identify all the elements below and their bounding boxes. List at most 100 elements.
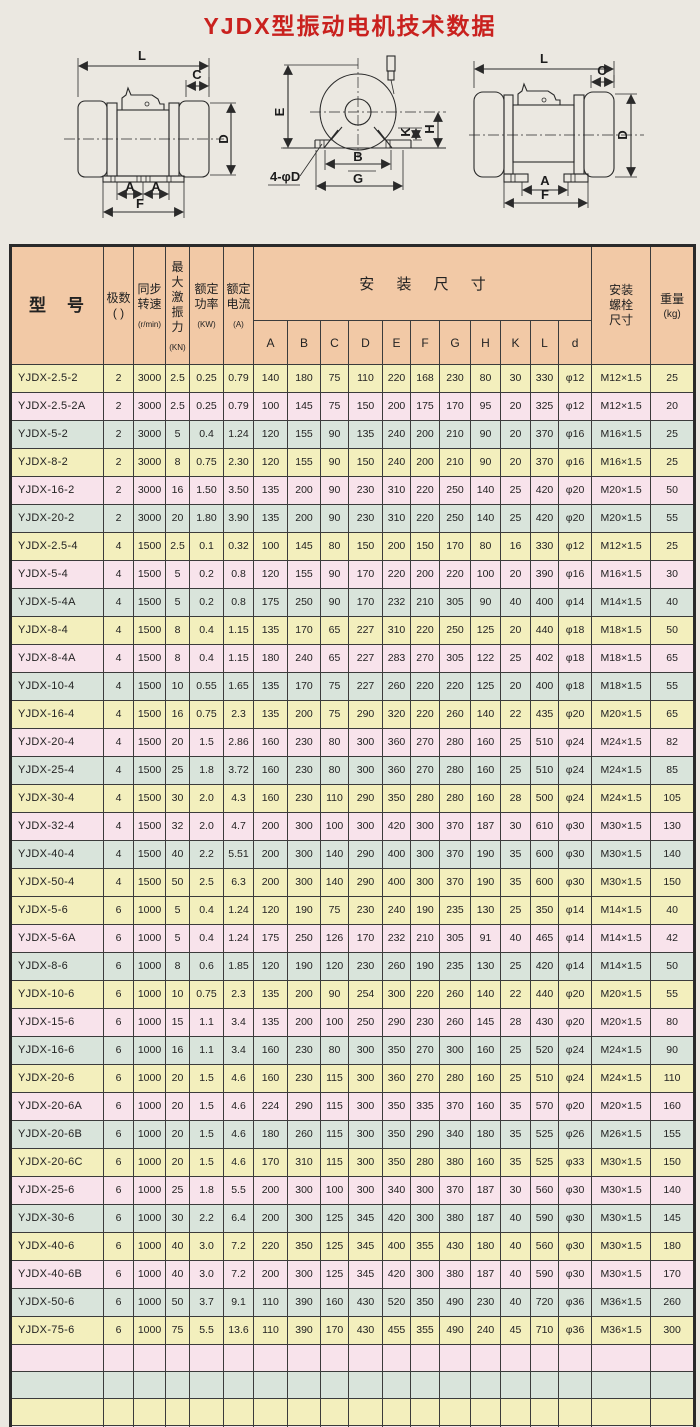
- table-row: YJDX-40-4 4 1500 40 2.2 5.51 200 300 140 290 400 30…: [10, 840, 696, 869]
- data-cell: 2.5: [165, 392, 190, 421]
- data-cell: 135: [253, 616, 288, 645]
- empty-cell: [439, 1398, 471, 1426]
- data-cell: 6: [103, 980, 134, 1009]
- data-cell: 300: [287, 840, 321, 869]
- data-cell: 8: [165, 448, 190, 477]
- data-cell: 402: [530, 644, 559, 673]
- data-cell: 300: [348, 728, 383, 757]
- data-cell: 190: [470, 868, 501, 897]
- data-cell: 260: [439, 1008, 471, 1037]
- data-cell: 1.5: [189, 1064, 224, 1093]
- table-row: YJDX-30-6 6 1000 30 2.2 6.4 200 300 125 345 420 300…: [10, 1204, 696, 1233]
- data-cell: 2.3: [223, 980, 254, 1009]
- data-cell: 20: [165, 1092, 190, 1121]
- data-cell: 65: [650, 700, 696, 729]
- data-cell: 390: [530, 560, 559, 589]
- empty-cell: [650, 1425, 696, 1427]
- data-cell: 75: [320, 392, 349, 421]
- empty-cell: [470, 1371, 501, 1399]
- data-cell: 25: [500, 1036, 531, 1065]
- data-cell: 130: [650, 812, 696, 841]
- data-cell: 4.6: [223, 1092, 254, 1121]
- empty-cell: [382, 1398, 411, 1426]
- data-cell: M30×1.5: [591, 1148, 652, 1177]
- data-cell: 140: [470, 980, 501, 1009]
- data-cell: 30: [500, 812, 531, 841]
- data-cell: 40: [500, 1232, 531, 1261]
- data-cell: 4: [103, 672, 134, 701]
- data-cell: φ30: [557, 812, 593, 841]
- data-cell: 1500: [133, 672, 166, 701]
- dim-label-L: L: [540, 51, 548, 66]
- dim-label-K: K: [398, 127, 413, 137]
- data-cell: 280: [410, 1148, 440, 1177]
- empty-cell: [223, 1344, 254, 1372]
- data-cell: 200: [382, 532, 411, 561]
- data-cell: 1.24: [223, 896, 254, 925]
- data-cell: 0.4: [189, 924, 224, 953]
- data-cell: 230: [470, 1288, 501, 1317]
- data-cell: 0.25: [189, 364, 224, 393]
- data-cell: 1500: [133, 616, 166, 645]
- data-cell: 6: [103, 1092, 134, 1121]
- header-force: 最大 激振 力 (KN): [165, 245, 190, 365]
- model-cell: YJDX-2.5-4: [10, 532, 104, 561]
- empty-cell: [348, 1371, 383, 1399]
- data-cell: 135: [253, 700, 288, 729]
- data-cell: 290: [348, 840, 383, 869]
- data-cell: M30×1.5: [591, 840, 652, 869]
- data-cell: 145: [287, 392, 321, 421]
- header-mount-col-H: H: [470, 320, 501, 365]
- table-row: YJDX-16-6 6 1000 16 1.1 3.4 160 230 80 300 350 270 3…: [10, 1036, 696, 1065]
- data-cell: 135: [253, 504, 288, 533]
- data-cell: 15: [165, 1008, 190, 1037]
- data-cell: 200: [287, 1008, 321, 1037]
- header-speed-unit: (r/min): [137, 320, 162, 329]
- data-cell: φ30: [557, 1204, 593, 1233]
- data-cell: 190: [287, 952, 321, 981]
- data-cell: 0.8: [223, 588, 254, 617]
- header-mount-col-K: K: [500, 320, 531, 365]
- table-row: YJDX-20-6 6 1000 20 1.5 4.6 160 230 115 300 360 270…: [10, 1064, 696, 1093]
- empty-cell: [133, 1371, 166, 1399]
- model-cell: YJDX-2.5-2: [10, 364, 104, 393]
- data-cell: 190: [410, 952, 440, 981]
- data-cell: 160: [470, 1148, 501, 1177]
- data-cell: 1000: [133, 1008, 166, 1037]
- data-cell: 6: [103, 1204, 134, 1233]
- data-cell: 270: [410, 756, 440, 785]
- data-cell: 350: [382, 784, 411, 813]
- table-row: YJDX-5-2 2 3000 5 0.4 1.24 120 155 90 135 240 200 21…: [10, 420, 696, 449]
- data-cell: 25: [500, 952, 531, 981]
- data-cell: φ30: [557, 1260, 593, 1289]
- data-cell: 20: [500, 448, 531, 477]
- data-cell: 40: [500, 1288, 531, 1317]
- data-cell: 3.0: [189, 1260, 224, 1289]
- table-header: 型 号 极数 ( ) 同步 转速 (r/min) 最大 激振 力 (KN) 额定…: [10, 245, 696, 365]
- data-cell: 140: [470, 504, 501, 533]
- data-cell: 560: [530, 1176, 559, 1205]
- data-cell: 0.32: [223, 532, 254, 561]
- data-cell: 200: [253, 868, 288, 897]
- data-cell: 135: [253, 1008, 288, 1037]
- data-cell: 280: [439, 728, 471, 757]
- data-cell: 220: [439, 672, 471, 701]
- data-cell: 4.7: [223, 812, 254, 841]
- data-cell: 155: [650, 1120, 696, 1149]
- data-cell: φ12: [557, 532, 593, 561]
- dim-label-A: A: [125, 179, 135, 194]
- table-row: YJDX-8-4A 4 1500 8 0.4 1.15 180 240 65 227 283 270 3…: [10, 644, 696, 673]
- data-cell: 120: [253, 448, 288, 477]
- data-cell: 2.30: [223, 448, 254, 477]
- data-cell: 1000: [133, 896, 166, 925]
- data-cell: 2.0: [189, 812, 224, 841]
- data-cell: 6.4: [223, 1204, 254, 1233]
- data-cell: 220: [410, 672, 440, 701]
- data-cell: 25: [650, 420, 696, 449]
- data-cell: φ26: [557, 1120, 593, 1149]
- data-cell: 4: [103, 756, 134, 785]
- data-cell: 200: [253, 1176, 288, 1205]
- data-cell: 35: [500, 1120, 531, 1149]
- data-cell: 5: [165, 924, 190, 953]
- data-cell: 220: [382, 560, 411, 589]
